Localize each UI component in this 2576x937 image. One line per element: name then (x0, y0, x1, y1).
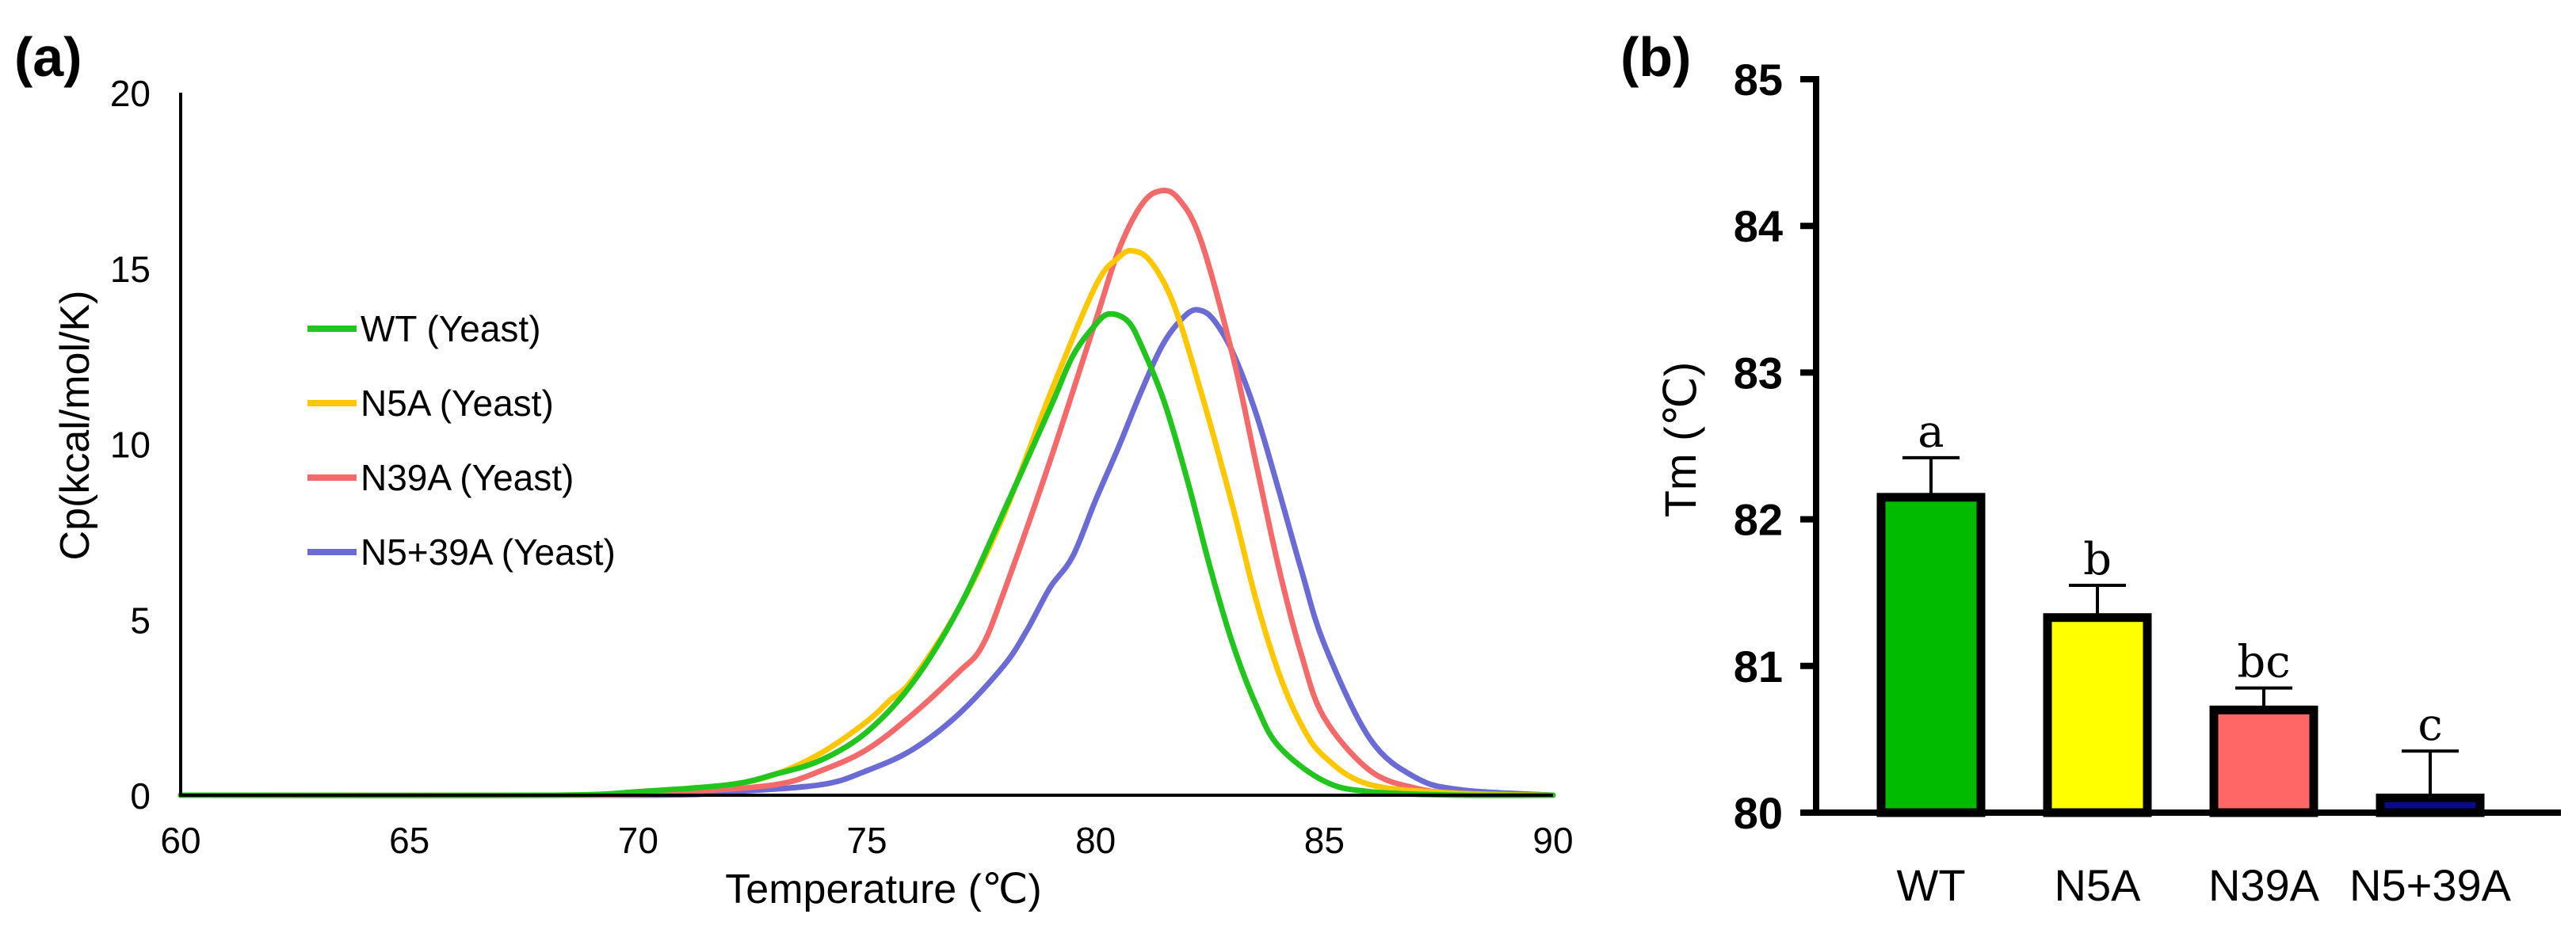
bar-wt (1876, 493, 1986, 817)
bar-n39a (2209, 705, 2318, 817)
panel-a-y-tick-label: 15 (110, 249, 151, 290)
legend-label: N39A (Yeast) (361, 457, 574, 498)
panel-b-y-tick-label: 84 (1734, 201, 1783, 251)
panel-b-y-tick-label: 82 (1734, 495, 1783, 545)
panel-a-y-axis-title: Cp(kcal/mol/K) (52, 291, 98, 561)
panel-b-y-tick-label: 80 (1734, 788, 1783, 838)
panel-a-y-ticks: 0 5 10 15 20 (110, 73, 151, 817)
panel-a-label: (a) (14, 26, 82, 88)
significance-letter: b (2083, 534, 2112, 585)
panel-b-bars: a b bc c (1876, 406, 2485, 817)
panel-a-x-tick-label: 80 (1075, 820, 1116, 861)
panel-a-x-tick-label: 75 (846, 820, 887, 861)
panel-a-x-tick-label: 85 (1304, 820, 1345, 861)
category-label: N5A (2055, 860, 2142, 910)
bar-n5a (2043, 613, 2152, 817)
panel-b-y-tick-label: 85 (1734, 55, 1783, 105)
panel-a-y-tick-label: 0 (130, 775, 151, 817)
panel-b-category-labels: WT N5A N39A N5+39A (1896, 860, 2511, 910)
category-label: N5+39A (2349, 860, 2512, 910)
panel-a-x-tick-label: 65 (389, 820, 429, 861)
significance-letter: bc (2237, 637, 2290, 688)
panel-b-y-tick-label: 83 (1734, 348, 1783, 398)
category-label: WT (1896, 860, 1965, 910)
panel-a-lines (177, 187, 1556, 798)
significance-letter: a (1918, 406, 1944, 458)
panel-b-label: (b) (1620, 26, 1691, 88)
category-label: N39A (2208, 860, 2320, 910)
panel-a-x-tick-label: 70 (618, 820, 658, 861)
panel-b-y-tick-label: 81 (1734, 642, 1783, 691)
series-line-wt (177, 310, 1556, 798)
panel-b-y-ticks: 80 81 82 83 84 85 (1734, 55, 1816, 838)
panel-b-y-axis-title: Tm (℃) (1655, 362, 1705, 518)
legend-label: N5A (Yeast) (361, 383, 554, 424)
series-line-n5plus39a (177, 307, 1556, 798)
legend-label: N5+39A (Yeast) (361, 531, 616, 573)
panel-a-y-tick-label: 10 (110, 425, 151, 466)
panel-a-legend: WT (Yeast) N5A (Yeast) N39A (Yeast) N5+39A … (307, 308, 616, 573)
legend-label: WT (Yeast) (361, 308, 541, 349)
panel-a: (a) 60 65 70 75 80 85 90 0 5 10 15 20 Temperature … (14, 26, 1574, 912)
panel-a-x-axis-title: Temperature (℃) (725, 867, 1041, 912)
panel-a-x-ticks: 60 65 70 75 80 85 90 (160, 820, 1573, 861)
panel-b: (b) a b bc c 80 81 82 83 84 85 WT N5A N39A N5+39A T… (1620, 26, 2561, 910)
panel-a-y-tick-label: 5 (130, 600, 151, 641)
panel-a-x-tick-label: 60 (160, 820, 200, 861)
panel-a-y-tick-label: 20 (110, 73, 151, 114)
significance-letter: c (2418, 699, 2442, 751)
panel-a-x-tick-label: 90 (1532, 820, 1573, 861)
